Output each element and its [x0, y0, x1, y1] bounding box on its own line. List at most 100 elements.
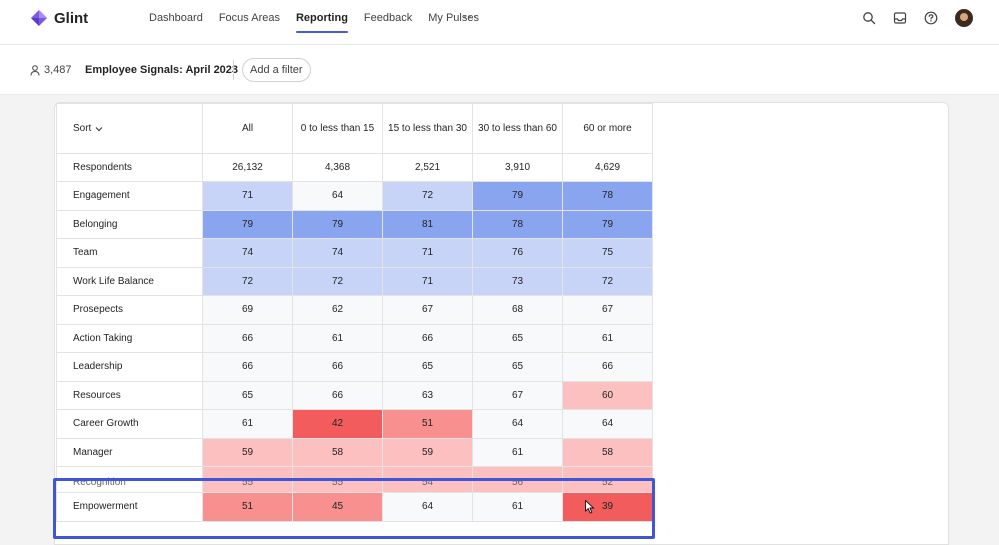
score-cell[interactable]: 45 — [292, 492, 383, 522]
nav-focus-areas[interactable]: Focus Areas — [218, 12, 280, 24]
table-row[interactable]: Career Growth 61 42 51 64 64 — [56, 409, 653, 439]
nav-reporting[interactable]: Reporting — [288, 0, 356, 45]
score-cell[interactable]: 78 — [562, 181, 653, 211]
score-cell[interactable]: 60 — [562, 380, 653, 410]
score-cell[interactable]: 64 — [292, 181, 383, 211]
score-cell[interactable]: 66 — [292, 380, 383, 410]
score-cell[interactable]: 54 — [382, 466, 473, 493]
score-cell[interactable]: 42 — [292, 409, 383, 439]
nav-feedback[interactable]: Feedback — [363, 12, 413, 24]
row-label: Work Life Balance — [56, 266, 203, 296]
table-row[interactable]: Recognition 55 55 54 56 52 — [56, 466, 653, 493]
score-cell[interactable]: 62 — [292, 295, 383, 325]
table-row[interactable]: Empowerment 51 45 64 61 39 — [56, 492, 653, 522]
score-cell[interactable]: 66 — [202, 323, 293, 353]
score-cell[interactable]: 79 — [472, 181, 563, 211]
score-cell[interactable]: 65 — [472, 323, 563, 353]
score-cell[interactable]: 72 — [202, 266, 293, 296]
table-row[interactable]: Engagement 71 64 72 79 78 — [56, 181, 653, 211]
table-row[interactable]: Belonging 79 79 81 78 79 — [56, 209, 653, 239]
table-row[interactable]: Resources 65 66 63 67 60 — [56, 380, 653, 410]
score-cell[interactable]: 61 — [562, 323, 653, 353]
score-cell[interactable]: 56 — [472, 466, 563, 493]
score-cell[interactable]: 72 — [292, 266, 383, 296]
row-label: Prosepects — [56, 295, 203, 325]
score-cell[interactable]: 67 — [382, 295, 473, 325]
sort-label: Sort — [73, 123, 92, 134]
respondents-cell: 3,910 — [472, 153, 563, 182]
column-header[interactable]: 0 to less than 15 — [292, 103, 383, 154]
column-header[interactable]: 60 or more — [562, 103, 653, 154]
score-cell[interactable]: 65 — [382, 352, 473, 382]
score-cell[interactable]: 67 — [562, 295, 653, 325]
score-cell[interactable]: 58 — [292, 437, 383, 467]
score-cell[interactable]: 52 — [562, 466, 653, 493]
row-label: Resources — [56, 380, 203, 410]
table-row[interactable]: Work Life Balance 72 72 71 73 72 — [56, 266, 653, 296]
score-cell[interactable]: 61 — [292, 323, 383, 353]
score-cell[interactable]: 55 — [292, 466, 383, 493]
score-cell[interactable]: 74 — [292, 238, 383, 268]
row-label: Team — [56, 238, 203, 268]
score-cell[interactable]: 71 — [202, 181, 293, 211]
score-cell[interactable]: 59 — [202, 437, 293, 467]
score-cell[interactable]: 71 — [382, 238, 473, 268]
score-cell[interactable]: 64 — [472, 409, 563, 439]
score-cell[interactable]: 61 — [472, 437, 563, 467]
table-row[interactable]: Prosepects 69 62 67 68 67 — [56, 295, 653, 325]
score-cell[interactable]: 74 — [202, 238, 293, 268]
respondent-count: 3,487 — [30, 64, 72, 76]
score-cell[interactable]: 79 — [202, 209, 293, 239]
score-cell[interactable]: 61 — [202, 409, 293, 439]
column-header[interactable]: 30 to less than 60 — [472, 103, 563, 154]
sort-header-cell[interactable]: Sort — [56, 103, 203, 154]
nav-dashboard[interactable]: Dashboard — [149, 12, 203, 24]
avatar[interactable] — [955, 9, 973, 27]
add-filter-button[interactable]: Add a filter — [242, 58, 311, 82]
top-navigation-bar: Glint Dashboard Focus Areas Reporting Fe… — [0, 0, 999, 45]
score-cell[interactable]: 73 — [472, 266, 563, 296]
score-cell[interactable]: 71 — [382, 266, 473, 296]
help-icon[interactable] — [924, 11, 938, 25]
score-cell[interactable]: 72 — [382, 181, 473, 211]
table-row[interactable]: Manager 59 58 59 61 58 — [56, 437, 653, 467]
score-cell[interactable]: 51 — [202, 492, 293, 522]
search-icon[interactable] — [862, 11, 876, 25]
score-cell[interactable]: 66 — [202, 352, 293, 382]
score-cell[interactable]: 51 — [382, 409, 473, 439]
row-label: Manager — [56, 437, 203, 467]
column-header[interactable]: 15 to less than 30 — [382, 103, 473, 154]
score-cell[interactable]: 79 — [562, 209, 653, 239]
score-cell[interactable]: 69 — [202, 295, 293, 325]
nav-my-pulses[interactable]: My Pulses — [428, 12, 479, 24]
score-cell[interactable]: 66 — [292, 352, 383, 382]
score-cell[interactable]: 55 — [202, 466, 293, 493]
score-cell[interactable]: 66 — [382, 323, 473, 353]
score-cell[interactable]: 65 — [472, 352, 563, 382]
score-cell[interactable]: 59 — [382, 437, 473, 467]
score-cell[interactable]: 39 — [562, 492, 653, 522]
score-cell[interactable]: 64 — [382, 492, 473, 522]
score-cell[interactable]: 81 — [382, 209, 473, 239]
score-cell[interactable]: 75 — [562, 238, 653, 268]
inbox-icon[interactable] — [893, 11, 907, 25]
score-cell[interactable]: 63 — [382, 380, 473, 410]
score-cell[interactable]: 68 — [472, 295, 563, 325]
score-cell[interactable]: 64 — [562, 409, 653, 439]
score-cell[interactable]: 72 — [562, 266, 653, 296]
score-cell[interactable]: 67 — [472, 380, 563, 410]
score-cell[interactable]: 61 — [472, 492, 563, 522]
more-menu-button[interactable]: ··· — [463, 9, 478, 23]
score-cell[interactable]: 78 — [472, 209, 563, 239]
table-row[interactable]: Leadership 66 66 65 65 66 — [56, 352, 653, 382]
score-cell[interactable]: 58 — [562, 437, 653, 467]
score-cell[interactable]: 66 — [562, 352, 653, 382]
table-row[interactable]: Action Taking 66 61 66 65 61 — [56, 323, 653, 353]
score-cell[interactable]: 65 — [202, 380, 293, 410]
sort-button[interactable]: Sort — [73, 123, 103, 134]
score-cell[interactable]: 79 — [292, 209, 383, 239]
survey-selector[interactable]: Employee Signals: April 2023 — [85, 64, 250, 76]
table-row[interactable]: Team 74 74 71 76 75 — [56, 238, 653, 268]
score-cell[interactable]: 76 — [472, 238, 563, 268]
column-header[interactable]: All — [202, 103, 293, 154]
